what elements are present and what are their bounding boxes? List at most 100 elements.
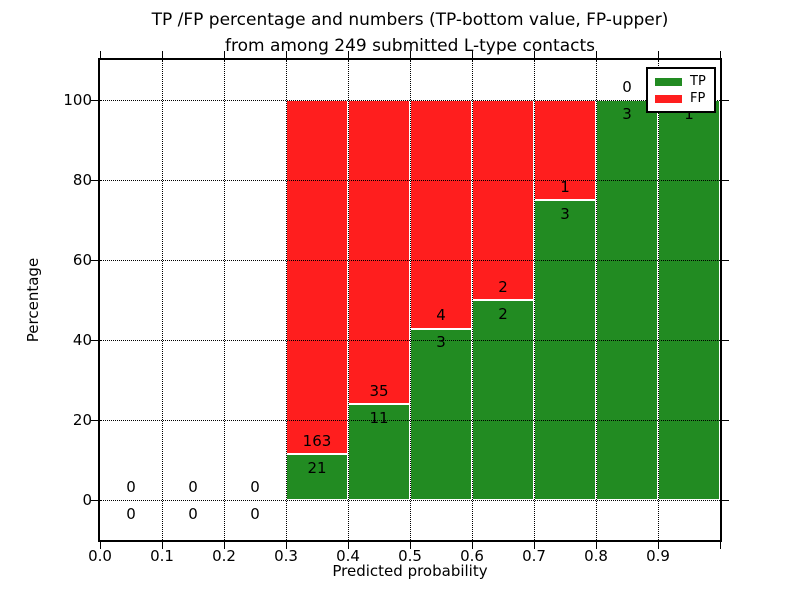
- fp-color-swatch: [655, 94, 682, 103]
- x-tick-bottom: [161, 542, 163, 549]
- x-tick-label: 0.1: [150, 547, 174, 565]
- bar-fp-count-label: 2: [498, 277, 508, 296]
- chart-title: TP /FP percentage and numbers (TP-bottom…: [100, 8, 720, 59]
- x-tick-bottom: [285, 542, 287, 549]
- chart-title-line1: TP /FP percentage and numbers (TP-bottom…: [151, 10, 669, 30]
- x-tick-label: 0.0: [88, 547, 112, 565]
- gridline-vertical: [472, 60, 473, 540]
- y-tick-left: [91, 179, 98, 181]
- x-tick-top: [471, 51, 473, 58]
- gridline-vertical: [162, 60, 163, 540]
- chart-title-line2: from among 249 submitted L-type contacts: [224, 35, 595, 56]
- bar-tp-segment: [534, 200, 596, 500]
- bar-tp-count-label: 2: [498, 304, 508, 323]
- tp-color-swatch: [655, 77, 682, 86]
- x-tick-label: 0.8: [584, 547, 608, 565]
- x-tick-bottom: [99, 542, 101, 549]
- x-tick-top: [719, 51, 721, 58]
- bar-tp-segment: [658, 100, 720, 500]
- x-tick-bottom: [409, 542, 411, 549]
- bar-tp-count-label: 11: [369, 408, 389, 427]
- y-axis-label: Percentage: [24, 257, 42, 343]
- bar-tp-segment: [472, 300, 534, 500]
- y-tick-right: [722, 99, 729, 101]
- bar-tp-count-label: 3: [436, 333, 446, 352]
- legend-entry-fp: FP: [655, 92, 707, 105]
- bar-fp-count-label: 35: [369, 381, 389, 400]
- gridline-vertical: [534, 60, 535, 540]
- x-tick-label: 0.6: [460, 547, 484, 565]
- x-tick-bottom: [657, 542, 659, 549]
- x-tick-label: 0.3: [274, 547, 298, 565]
- bar-fp-segment: [410, 100, 472, 329]
- y-tick-label: 80: [72, 171, 92, 189]
- gridline-vertical: [224, 60, 225, 540]
- x-tick-top: [161, 51, 163, 58]
- x-tick-label: 0.9: [646, 547, 670, 565]
- x-tick-top: [409, 51, 411, 58]
- bar-tp-count-label: 1: [684, 104, 694, 123]
- plot-area: 0000001632135114322130301: [98, 58, 722, 542]
- bar-tp-count-label: 3: [560, 204, 570, 223]
- bar-fp-count-label: 0: [188, 477, 198, 496]
- legend-entry-tp: TP: [655, 75, 707, 88]
- y-tick-left: [91, 499, 98, 501]
- bar-fp-segment: [472, 100, 534, 300]
- bar-tp-count-label: 21: [307, 458, 327, 477]
- bar-fp-count-label: 0: [622, 77, 632, 96]
- bar-tp-count-label: 0: [250, 504, 260, 523]
- x-tick-label: 0.2: [212, 547, 236, 565]
- y-tick-right: [722, 419, 729, 421]
- x-tick-bottom: [595, 542, 597, 549]
- x-tick-top: [223, 51, 225, 58]
- gridline-vertical: [596, 60, 597, 540]
- y-tick-right: [722, 259, 729, 261]
- x-tick-top: [595, 51, 597, 58]
- x-tick-bottom: [223, 542, 225, 549]
- x-tick-label: 0.7: [522, 547, 546, 565]
- y-tick-right: [722, 179, 729, 181]
- x-tick-top: [99, 51, 101, 58]
- y-tick-label: 40: [72, 331, 92, 349]
- bar-tp-segment: [286, 454, 348, 500]
- y-tick-label: 20: [72, 411, 92, 429]
- gridline-vertical: [348, 60, 349, 540]
- bar-fp-count-label: 0: [250, 477, 260, 496]
- bar-fp-segment: [286, 100, 348, 455]
- bar-tp-count-label: 0: [126, 504, 136, 523]
- bar-fp-count-label: 0: [126, 477, 136, 496]
- bar-fp-segment: [348, 100, 410, 405]
- x-tick-bottom: [347, 542, 349, 549]
- bar-tp-count-label: 3: [622, 104, 632, 123]
- x-tick-label: 0.5: [398, 547, 422, 565]
- y-tick-label: 60: [72, 251, 92, 269]
- x-tick-bottom: [719, 542, 721, 549]
- x-tick-label: 0.4: [336, 547, 360, 565]
- bar-fp-count-label: 1: [560, 177, 570, 196]
- gridline-vertical: [286, 60, 287, 540]
- bar-tp-segment: [410, 328, 472, 500]
- bar-fp-count-label: 4: [436, 306, 446, 325]
- y-tick-label: 0: [82, 491, 92, 509]
- legend-label-fp: FP: [690, 91, 706, 106]
- y-tick-label: 100: [63, 91, 92, 109]
- legend: TP FP: [646, 67, 716, 113]
- y-tick-left: [91, 419, 98, 421]
- y-tick-right: [722, 339, 729, 341]
- y-tick-left: [91, 259, 98, 261]
- bar-fp-count-label: 163: [302, 431, 332, 450]
- y-tick-left: [91, 99, 98, 101]
- x-tick-top: [533, 51, 535, 58]
- bar-tp-segment: [596, 100, 658, 500]
- x-axis-label: Predicted probability: [332, 562, 488, 580]
- legend-label-tp: TP: [690, 74, 706, 89]
- x-tick-top: [285, 51, 287, 58]
- bar-tp-count-label: 0: [188, 504, 198, 523]
- x-tick-top: [347, 51, 349, 58]
- y-tick-right: [722, 499, 729, 501]
- gridline-vertical: [410, 60, 411, 540]
- x-tick-top: [657, 51, 659, 58]
- y-tick-left: [91, 339, 98, 341]
- x-tick-bottom: [533, 542, 535, 549]
